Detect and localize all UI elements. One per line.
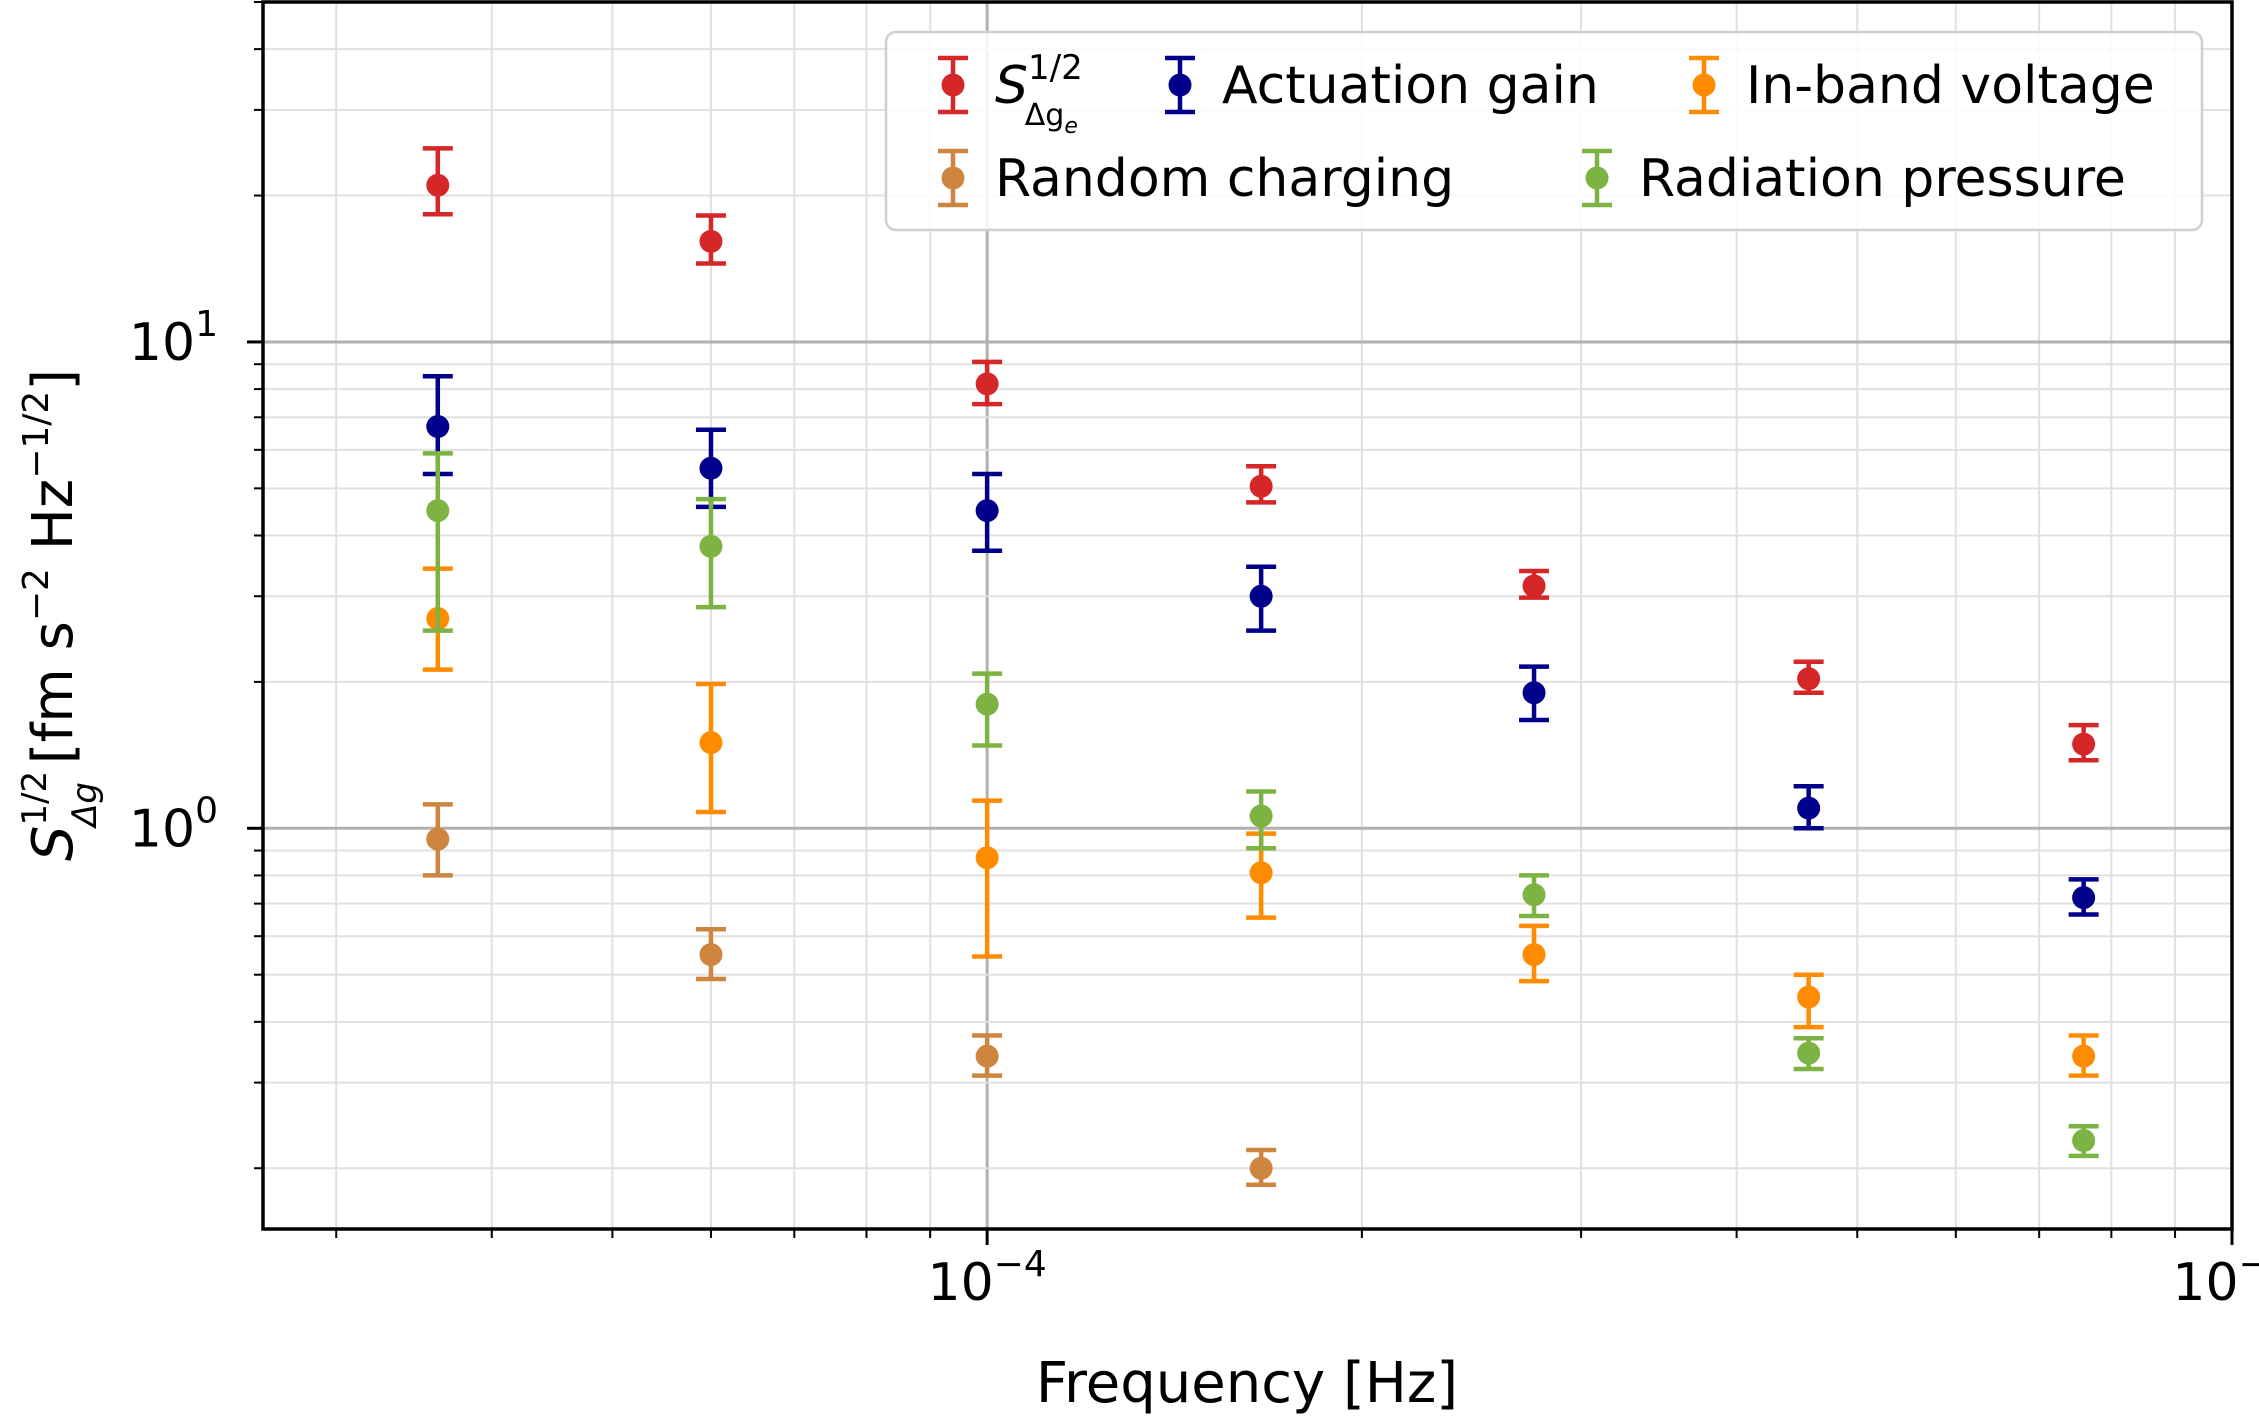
legend-entry: Random charging [938,148,1454,209]
data-point [1522,681,1546,705]
data-series [422,146,2099,1187]
data-point [1797,796,1821,820]
y-label-end: ] [21,369,86,391]
legend-label: S1/2 Δge [995,48,1083,139]
data-point [2072,1129,2096,1153]
legend-marker-dot [1168,73,1192,97]
data-point [1249,1156,1273,1180]
data-point [975,372,999,396]
y-label-sub: Δg [65,782,105,830]
legend-box [884,30,2204,232]
data-point [1522,883,1546,907]
data-point [426,415,450,439]
legend-label: In-band voltage [1746,56,2155,116]
data-point [975,1044,999,1068]
data-point [699,943,723,967]
series-5-radiation-pressure [422,451,2099,1159]
series-1-s [422,146,2099,763]
legend-entry: S1/2 Δge [938,48,1083,139]
y-label-sup: 1/2 [15,771,55,826]
legend-marker-dot [941,73,965,97]
data-point [1249,584,1273,608]
y-tick-label: 100 [129,790,218,859]
legend-marker-dot [1585,166,1609,190]
x-tick-label: 10−3 [2172,1244,2259,1313]
series-4-random-charging [422,802,1277,1187]
data-point [1797,1041,1821,1065]
svg-text:S1/2Δg [fm s−2 Hz−1/2]: S1/2 Δg [fm s−2 Hz−1/2] [15,369,105,861]
data-point [1249,861,1273,885]
data-point [699,534,723,558]
legend-entry: Radiation pressure [1582,148,2126,209]
data-point [426,173,450,197]
y-label-exp1: −2 [16,568,57,621]
legend-marker-dot [941,166,965,190]
legend-label: Actuation gain [1222,56,1599,116]
y-label-symbol: S [21,826,86,862]
y-label-units: [fm s [21,621,86,782]
data-point [426,827,450,851]
series-3-in-band-voltage [422,566,2099,1078]
y-label-mid: Hz [21,479,86,568]
data-point [1249,804,1273,828]
data-point [699,731,723,755]
legend: S1/2 Δge Actuation gain In-band voltage Rand… [884,30,2204,232]
y-label-exp2: −1/2 [16,391,57,479]
data-point [975,499,999,523]
legend-label: Random charging [995,149,1454,209]
x-axis-label: Frequency [Hz] [1036,1351,1458,1416]
data-point [2072,1044,2096,1068]
x-tick-label: 10−4 [928,1244,1047,1313]
legend-entry: Actuation gain [1165,55,1599,116]
data-point [1797,667,1821,691]
data-point [1522,943,1546,967]
data-point [1249,474,1273,498]
data-point [2072,732,2096,756]
data-point [699,229,723,253]
data-point [975,692,999,716]
legend-marker-dot [1692,73,1716,97]
plot-frame [261,0,2234,1231]
legend-label: Radiation pressure [1639,149,2126,209]
y-axis-label: S1/2 Δg [fm s−2 Hz−1/2] [15,369,105,861]
series-2-actuation-gain [422,374,2099,917]
data-point [699,456,723,480]
y-tick-label: 101 [129,304,218,373]
axis-ticks: 10−4 10−3 100 101 [129,1,2259,1313]
data-point [426,499,450,523]
legend-entry: In-band voltage [1689,55,2155,116]
data-point [1522,574,1546,598]
data-point [975,846,999,870]
data-point [2072,886,2096,910]
data-point [1797,985,1821,1009]
